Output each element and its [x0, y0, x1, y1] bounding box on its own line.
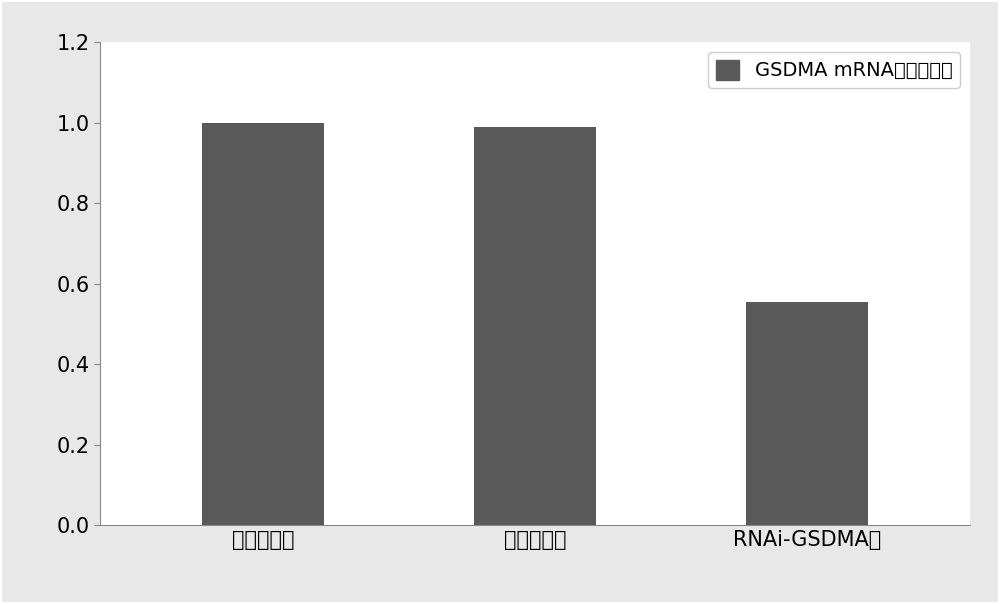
Legend: GSDMA mRNA相对表达量: GSDMA mRNA相对表达量 — [708, 52, 960, 88]
Bar — [202, 123, 324, 525]
Bar — [474, 127, 596, 525]
Bar — [746, 302, 868, 525]
